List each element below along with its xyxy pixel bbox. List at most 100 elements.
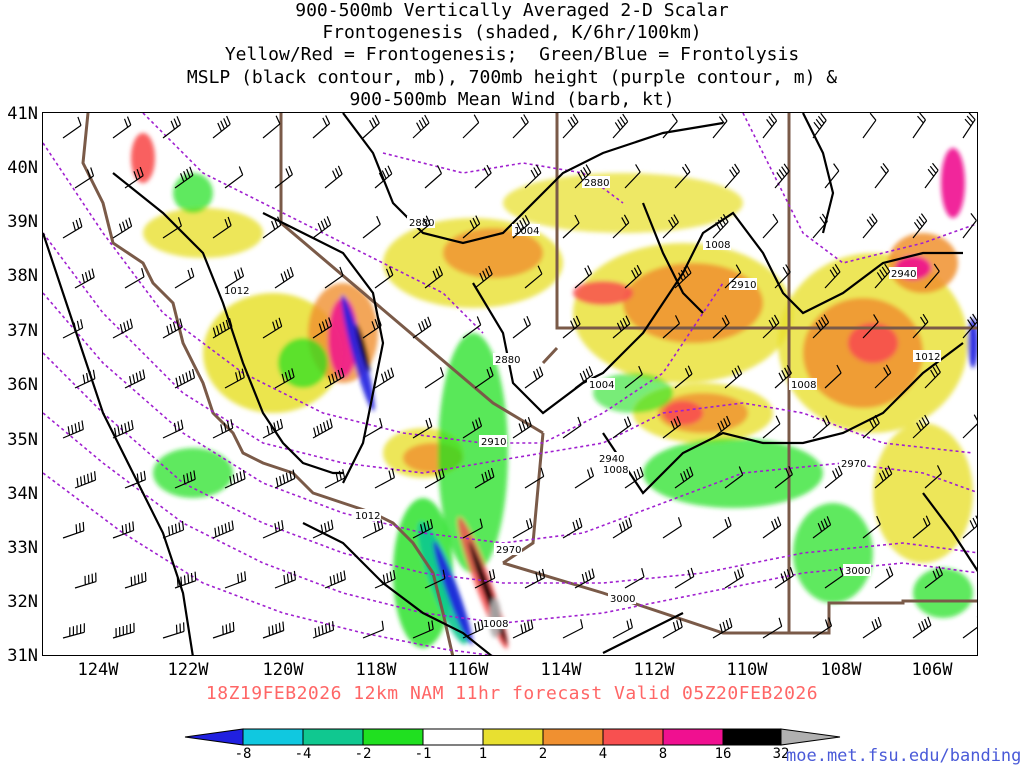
wind-barb — [474, 467, 495, 489]
lon-label: 112W — [633, 660, 675, 680]
wind-barb — [724, 264, 742, 289]
height-label: 2910 — [481, 437, 506, 448]
wind-barb — [924, 162, 939, 189]
height-label: 2940 — [891, 269, 916, 280]
wind-barb — [274, 165, 293, 189]
wind-barb — [212, 216, 232, 239]
wind-barb — [874, 364, 892, 389]
height-label: 2940 — [599, 454, 624, 465]
wind-barb — [262, 621, 285, 639]
lat-label: 34N — [7, 484, 38, 504]
wind-barb — [624, 164, 641, 189]
title-line-2: Frontogenesis (shaded, K/6hr/100km) — [322, 22, 702, 43]
wind-barb — [212, 115, 231, 139]
wind-barb — [574, 366, 594, 389]
wind-barb — [374, 468, 395, 489]
wind-barb — [412, 114, 430, 139]
wind-barb — [374, 367, 395, 389]
wind-barb — [674, 365, 693, 389]
wind-barb — [274, 570, 296, 589]
wind-barb — [412, 215, 431, 239]
wind-barb — [762, 314, 780, 339]
wind-barb — [112, 622, 135, 639]
height-label: 2970 — [496, 545, 521, 556]
wind-barb — [312, 519, 334, 539]
wind-barb — [724, 466, 744, 489]
wind-barb — [112, 116, 132, 139]
mslp-contours — [43, 113, 977, 655]
lat-label: 38N — [7, 266, 38, 286]
wind-barb — [724, 365, 743, 389]
wind-barb — [524, 467, 545, 489]
wind-barb — [74, 167, 95, 189]
lat-label: 36N — [7, 375, 38, 395]
wind-barb — [462, 316, 482, 339]
lat-label: 37N — [7, 321, 38, 341]
wind-barb — [812, 516, 832, 539]
wind-barb — [612, 315, 631, 339]
wind-barb — [74, 369, 96, 389]
wind-barb — [612, 618, 633, 639]
wind-barb — [924, 566, 944, 589]
wind-barb — [662, 416, 682, 439]
wind-barb — [324, 367, 345, 389]
wind-barb — [812, 113, 827, 139]
wind-barb — [574, 467, 595, 489]
colorbar-label: -1 — [414, 746, 432, 762]
wind-barb — [724, 163, 741, 189]
wind-barb — [474, 164, 492, 189]
wind-barb — [912, 414, 930, 439]
wind-barb — [374, 165, 393, 189]
lon-label: 122W — [167, 660, 209, 680]
mslp-label: 1008 — [791, 380, 816, 391]
wind-barb — [262, 520, 284, 539]
colorbar-label: -4 — [294, 746, 312, 762]
wind-barb — [562, 416, 582, 439]
wind-barb — [762, 617, 783, 639]
wind-barb — [712, 113, 728, 139]
wind-barb — [124, 572, 147, 589]
height-label: 2880 — [409, 218, 434, 229]
wind-barb — [424, 266, 444, 289]
lat-label: 33N — [7, 538, 38, 558]
wind-barb — [962, 414, 977, 439]
wind-barb — [924, 364, 941, 389]
lon-label: 116W — [447, 660, 489, 680]
lon-label: 110W — [726, 660, 768, 680]
wind-barb — [674, 163, 691, 189]
wind-barb — [262, 418, 284, 439]
wind-barb — [162, 318, 183, 339]
wind-barb — [474, 569, 496, 589]
wind-barb — [762, 516, 782, 539]
lon-label: 124W — [77, 660, 119, 680]
wind-barb — [624, 568, 645, 589]
wind-barb — [474, 265, 493, 289]
map-panel: 1012 1004 1008 1012 1004 1008 1008 1012 … — [42, 112, 978, 656]
title-line-3: Yellow/Red = Frontogenesis; Green/Blue =… — [224, 44, 800, 65]
wind-barb — [374, 570, 396, 589]
wind-barb — [662, 315, 681, 339]
wind-barb — [712, 213, 729, 239]
wind-barb — [774, 465, 793, 489]
wind-barb — [674, 264, 692, 289]
wind-barb — [574, 265, 593, 289]
wind-barb — [962, 515, 977, 539]
wind-barb — [212, 317, 233, 339]
wind-barb — [312, 115, 331, 139]
wind-barb — [962, 313, 977, 339]
wind-barb — [112, 521, 135, 539]
lon-label: 106W — [911, 660, 953, 680]
wind-barb — [862, 515, 881, 539]
wind-barb — [862, 314, 879, 339]
wind-barb — [824, 465, 843, 489]
wind-barb — [424, 367, 444, 389]
lon-label: 118W — [355, 660, 397, 680]
height-label: 2880 — [584, 178, 609, 189]
wind-barb — [262, 216, 282, 239]
wind-barb — [612, 416, 632, 439]
wind-barb — [774, 163, 790, 189]
wind-barb — [324, 266, 344, 289]
wind-barb — [174, 470, 196, 489]
wind-barb — [562, 619, 584, 639]
wind-barb — [912, 616, 932, 639]
